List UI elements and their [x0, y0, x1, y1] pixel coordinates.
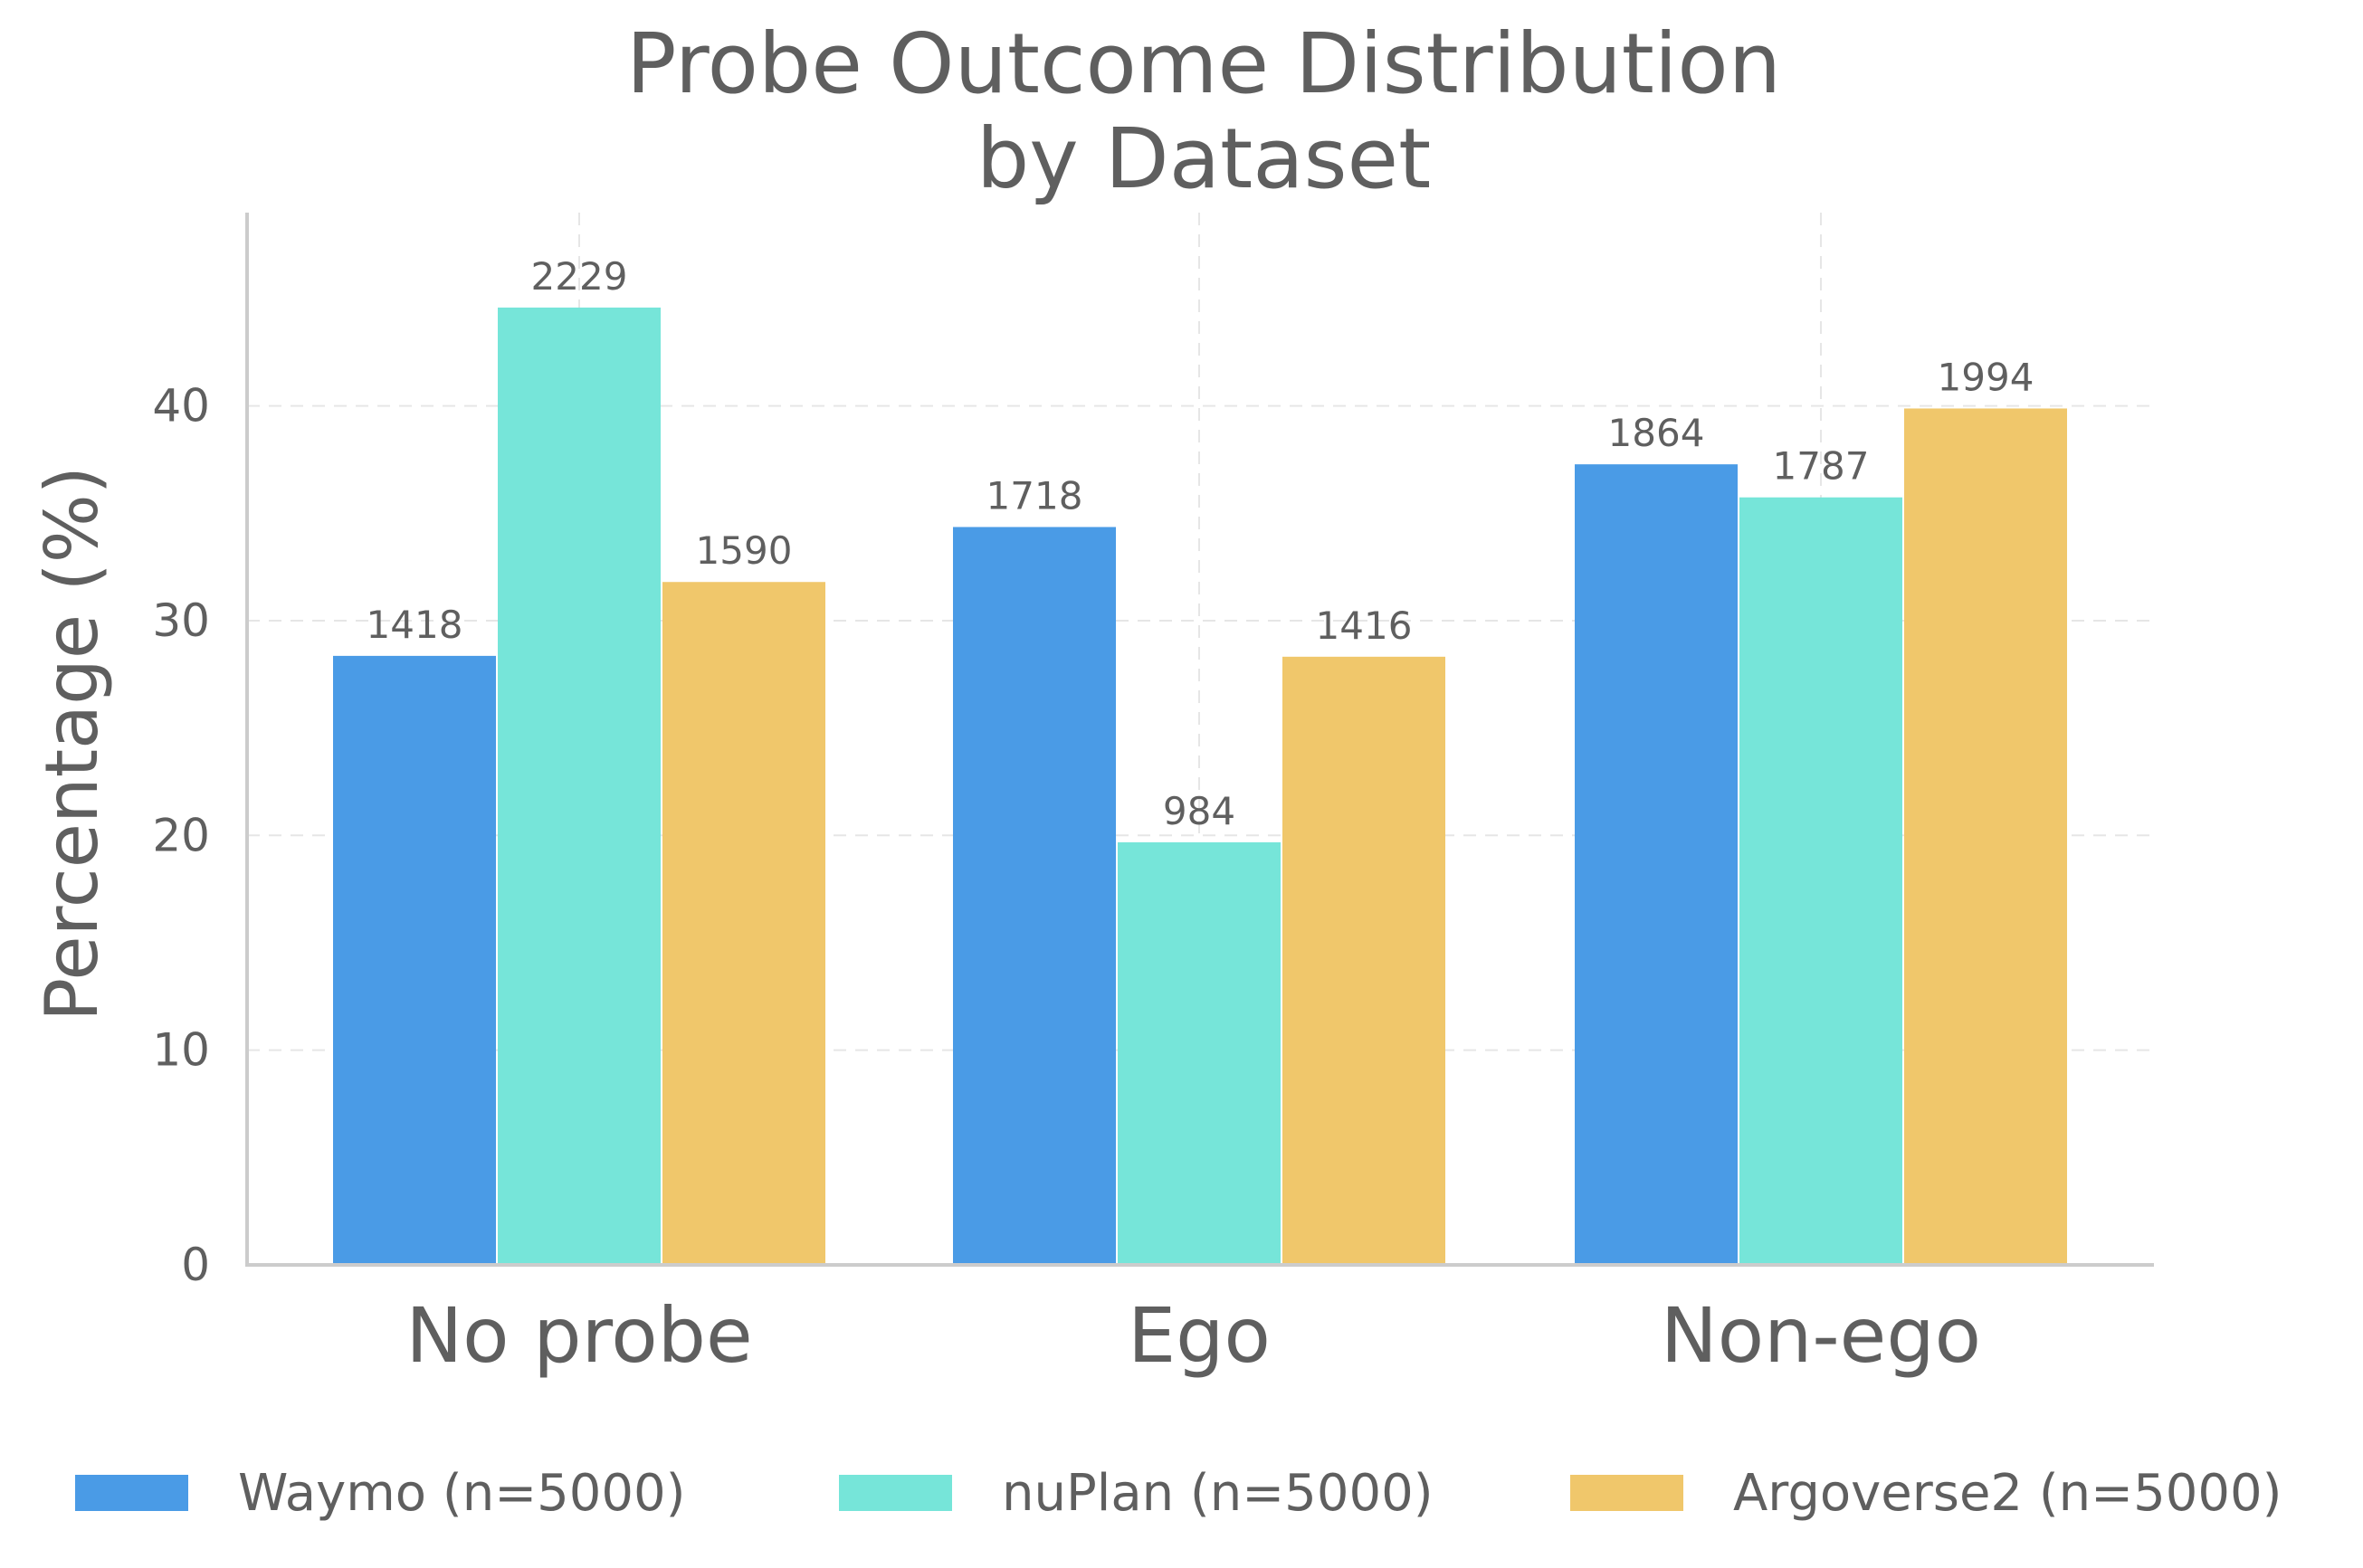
bar — [333, 655, 496, 1265]
bar — [1282, 656, 1445, 1265]
data-label: 1416 — [1316, 603, 1413, 648]
data-label: 1994 — [1938, 355, 2034, 399]
y-tick-label: 30 — [152, 594, 210, 647]
legend-label: Argoverse2 (n=5000) — [1733, 1464, 2282, 1523]
bar — [1739, 497, 1902, 1265]
bar — [662, 582, 825, 1265]
chart-title-line-1: Probe Outcome Distribution — [626, 15, 1781, 112]
bar — [1118, 841, 1281, 1265]
y-axis-label: Percentage (%) — [30, 466, 114, 1022]
data-label: 1718 — [986, 473, 1083, 518]
legend-label: nuPlan (n=5000) — [1002, 1464, 1434, 1523]
legend-swatch — [75, 1475, 188, 1511]
legend-swatch — [839, 1475, 952, 1511]
y-tick-label: 40 — [152, 380, 210, 432]
data-label: 2229 — [531, 254, 628, 299]
data-label: 1864 — [1608, 411, 1705, 455]
bar — [498, 307, 661, 1265]
x-tick-label: No probe — [405, 1291, 752, 1380]
data-label: 984 — [1163, 789, 1235, 833]
ticks-layer: 0 10 20 30 40 No probe Ego Non-ego — [152, 380, 1981, 1380]
legend-swatch — [1570, 1475, 1683, 1511]
y-tick-label: 0 — [181, 1239, 210, 1291]
x-tick-label: Ego — [1128, 1291, 1271, 1380]
legend: Waymo (n=5000) nuPlan (n=5000) Argoverse2 … — [75, 1464, 2282, 1523]
y-tick-label: 10 — [152, 1024, 210, 1077]
x-tick-label: Non-ego — [1661, 1291, 1981, 1380]
bar — [1904, 408, 2067, 1265]
legend-label: Waymo (n=5000) — [238, 1464, 685, 1523]
data-label: 1787 — [1773, 444, 1870, 489]
y-tick-label: 20 — [152, 809, 210, 861]
data-label: 1590 — [696, 528, 793, 573]
chart-title-line-2: by Dataset — [977, 110, 1431, 207]
bars-layer: 1418 1718 1864 2229 984 1787 1590 1416 1994 — [333, 254, 2067, 1265]
data-label: 1418 — [367, 603, 463, 647]
bar — [953, 527, 1116, 1265]
bar — [1575, 464, 1738, 1265]
